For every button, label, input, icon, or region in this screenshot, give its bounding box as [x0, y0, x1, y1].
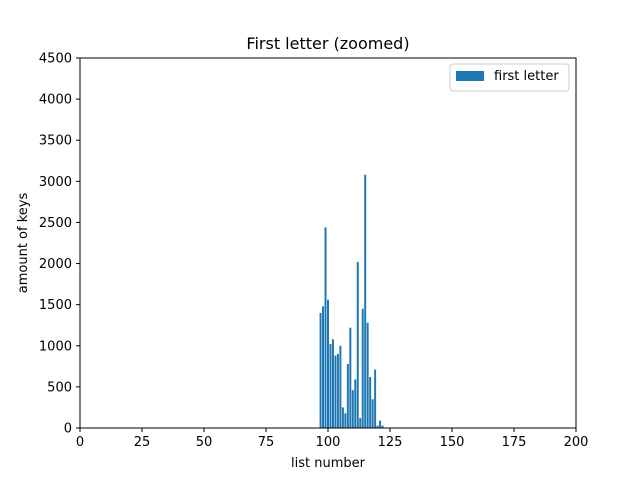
- bar: [327, 299, 329, 428]
- x-tick-label: 25: [134, 435, 151, 450]
- legend-label: first letter: [494, 69, 559, 84]
- bar: [376, 425, 379, 428]
- legend-box: [449, 63, 570, 92]
- y-axis-label: amount of keys: [16, 193, 31, 294]
- bar: [351, 390, 354, 428]
- bar: [359, 418, 362, 428]
- bar: [361, 308, 364, 428]
- legend-swatch: [456, 71, 484, 81]
- bar: [374, 369, 377, 428]
- x-tick-label: 0: [76, 435, 84, 450]
- y-axis-ticks: 0 500 1000 1500 2000 2500 3000 3500 4000 4500: [39, 52, 80, 437]
- y-tick-label: 4500: [39, 52, 72, 67]
- y-tick-label: 3000: [39, 175, 72, 190]
- y-tick-label: 1500: [39, 298, 72, 313]
- bar: [339, 345, 342, 428]
- bar: [349, 327, 352, 428]
- x-tick-label: 175: [502, 435, 527, 450]
- bar: [364, 174, 367, 428]
- bar: [324, 227, 327, 428]
- y-tick-label: 1000: [39, 339, 72, 354]
- bar: [379, 420, 382, 428]
- y-tick-label: 2500: [39, 216, 72, 231]
- bar: [319, 312, 322, 428]
- y-tick-label: 2000: [39, 257, 72, 272]
- bar: [354, 379, 357, 428]
- y-tick-label: 4000: [39, 93, 72, 108]
- legend: first letter: [449, 63, 570, 92]
- plot-frame: [79, 57, 577, 429]
- bar: [346, 363, 349, 428]
- bar: [366, 322, 369, 428]
- bar: [369, 377, 372, 428]
- y-tick-label: 500: [47, 380, 72, 395]
- bar: [356, 261, 359, 428]
- bar: [341, 407, 344, 428]
- bar: [336, 354, 339, 428]
- bar: [344, 413, 347, 428]
- bar: [334, 355, 337, 428]
- bar: [331, 339, 334, 428]
- x-tick-label: 50: [196, 435, 213, 450]
- x-axis-label: list number: [291, 456, 366, 471]
- y-tick-label: 0: [64, 422, 72, 437]
- x-tick-label: 100: [316, 435, 341, 450]
- bar: [381, 425, 384, 428]
- bar: [322, 306, 325, 428]
- x-tick-label: 150: [440, 435, 465, 450]
- bars-group: [319, 174, 384, 428]
- y-tick-label: 3500: [39, 134, 72, 149]
- x-axis-ticks: 0 25 50 75 100 125 150 175 200: [76, 428, 589, 450]
- x-tick-label: 125: [378, 435, 403, 450]
- x-tick-label: 200: [564, 435, 589, 450]
- chart-title: First letter (zoomed): [246, 34, 409, 53]
- bar: [371, 399, 374, 428]
- bar: [329, 344, 332, 428]
- x-tick-label: 75: [258, 435, 275, 450]
